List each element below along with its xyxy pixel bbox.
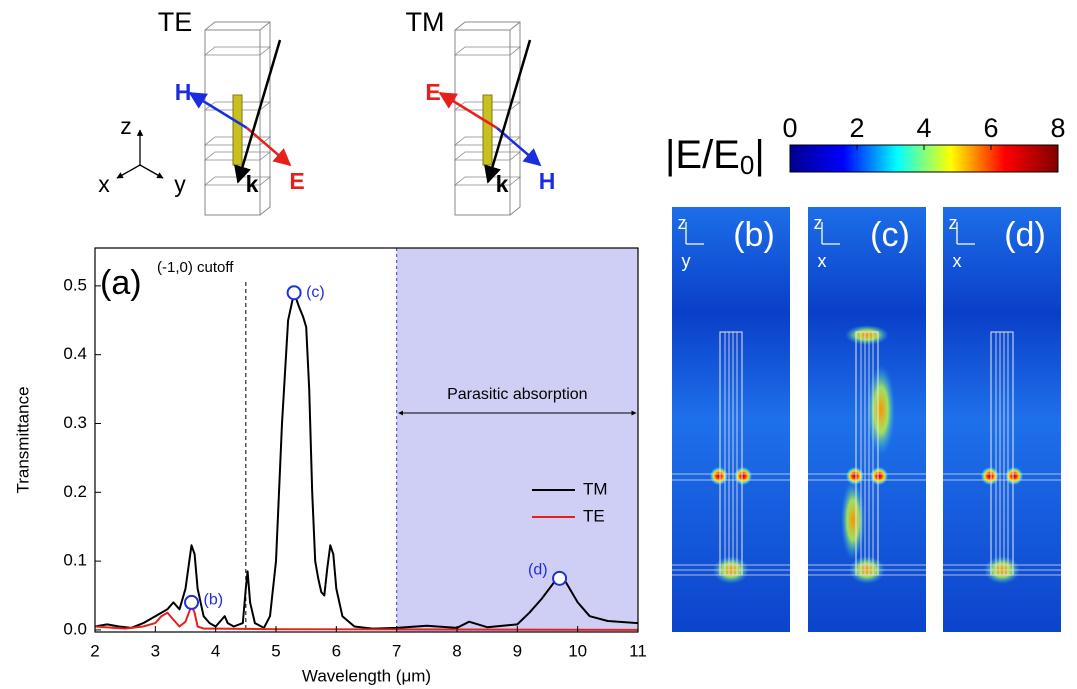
peak-marker — [185, 596, 198, 609]
cutoff-label: (-1,0) cutoff — [157, 259, 234, 276]
triad-axis — [117, 165, 140, 178]
shaded-region — [397, 248, 638, 632]
x-tick-label: 3 — [151, 641, 160, 660]
region-label: Parasitic absorption — [447, 386, 588, 403]
field-map: (d) zx — [943, 207, 1061, 632]
colorbar-label-close: | — [754, 133, 764, 177]
colorbar-tick-label: 8 — [1050, 113, 1065, 143]
peak-marker — [288, 286, 301, 299]
field-label: H — [175, 79, 192, 105]
wave-vector — [488, 40, 530, 182]
map-axis-label: z — [814, 213, 823, 233]
x-tick-label: 8 — [452, 641, 461, 660]
nanorod — [483, 95, 492, 165]
legend-label: TM — [583, 479, 608, 498]
colorbar-tick-label: 0 — [782, 113, 797, 143]
colorbar-label-sub: 0 — [740, 150, 754, 180]
triad-label: x — [98, 171, 110, 197]
y-tick-label: 0.0 — [63, 619, 87, 638]
y-axis-title: Transmittance — [13, 386, 32, 493]
x-tick-label: 9 — [513, 641, 522, 660]
legend-label: TE — [583, 506, 605, 525]
field-label: E — [425, 79, 440, 105]
panel-label: (a) — [100, 264, 142, 302]
wave-vector — [238, 40, 280, 182]
transmittance-chart: Parasitic absorption (-1,0) cutoff (a) (b) (… — [13, 248, 646, 685]
field-glow — [841, 480, 865, 560]
field-glow — [845, 325, 889, 345]
y-tick-label: 0.5 — [63, 275, 87, 294]
map-axis-label: z — [949, 213, 958, 233]
field-label: H — [539, 168, 556, 194]
y-tick-label: 0.2 — [63, 482, 87, 501]
map-axis-label: z — [678, 213, 687, 233]
colorbar-label: |E/E0| — [665, 133, 765, 180]
diagram-title: TM — [406, 7, 445, 37]
triad-label: z — [120, 113, 132, 139]
field-map: (c) zx — [808, 207, 926, 632]
triad-label: y — [174, 171, 186, 197]
figure: TEHEkTMEHkzxy02468|E/E0| (b)zy(c)zx(d)zx… — [0, 0, 1077, 689]
x-axis-title: Wavelength (μm) — [302, 666, 431, 685]
polarization-diagram: TM E Hk — [406, 7, 556, 215]
peak-label: (d) — [528, 562, 548, 579]
map-label: (b) — [733, 216, 775, 254]
nanorod — [233, 95, 242, 165]
field-label: k — [246, 171, 259, 197]
map-label: (c) — [870, 216, 910, 254]
map-label: (d) — [1004, 216, 1046, 254]
x-tick-label: 11 — [629, 641, 647, 660]
map-axis-label: x — [818, 251, 827, 271]
colorbar-tick-label: 4 — [916, 113, 931, 143]
map-axis-label: y — [682, 251, 691, 271]
peak-marker — [553, 572, 566, 585]
y-tick-label: 0.1 — [63, 551, 87, 570]
colorbar-tick-label: 6 — [983, 113, 998, 143]
field-glow — [867, 365, 895, 455]
colorbar-label-main: |E/E — [665, 133, 740, 177]
x-tick-label: 10 — [568, 641, 587, 660]
x-tick-label: 7 — [392, 641, 401, 660]
y-tick-label: 0.3 — [63, 413, 87, 432]
x-tick-label: 5 — [271, 641, 280, 660]
peak-label: (c) — [306, 284, 325, 301]
field-maps: (b)zy(c)zx(d)zx — [672, 207, 1061, 632]
x-tick-label: 6 — [332, 641, 341, 660]
y-tick-label: 0.4 — [63, 344, 87, 363]
colorbar-tick-label: 2 — [849, 113, 864, 143]
x-tick-label: 2 — [90, 641, 99, 660]
map-axis-label: x — [953, 251, 962, 271]
triad-axis — [140, 165, 163, 178]
field-label: k — [496, 171, 509, 197]
field-map: (b) zy — [672, 207, 790, 632]
diagram-title: TE — [158, 7, 193, 37]
field-label: E — [289, 168, 304, 194]
x-tick-label: 4 — [211, 641, 220, 660]
peak-label: (b) — [204, 592, 224, 609]
